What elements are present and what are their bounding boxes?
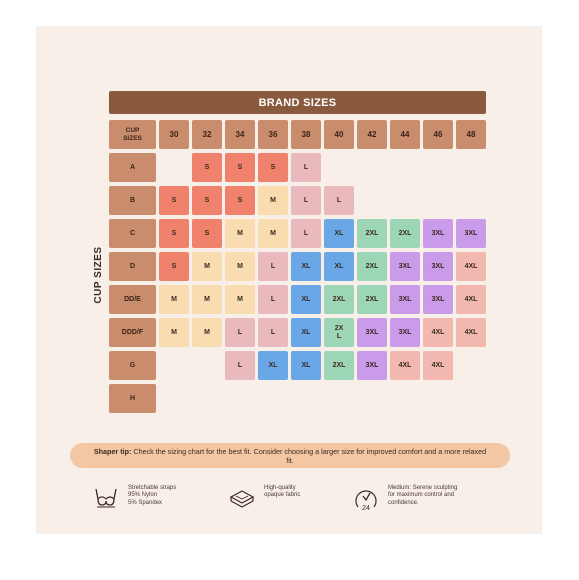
size-cell: 4XL [456,318,486,347]
column-header-38: 38 [291,120,321,149]
size-cell: S [159,252,189,281]
brand-sizes-header: BRAND SIZES [109,91,486,114]
tip-label: Shaper tip: [93,446,132,456]
size-cell: S [159,219,189,248]
size-cell: S [225,186,255,215]
size-cell: L [291,186,321,215]
row-header-d: D [109,252,156,281]
size-cell: L [225,351,255,380]
size-cell: M [192,252,222,281]
size-cell: L [291,219,321,248]
size-cell: M [192,285,222,314]
size-cell: S [225,153,255,182]
size-cell: 4XL [423,318,453,347]
column-header-40: 40 [324,120,354,149]
column-header-34: 34 [225,120,255,149]
feature-3-line-1: Medium: Serene sculpting [388,485,458,491]
size-cell: XL [324,252,354,281]
feature-3-line-3: confidence. [388,499,419,506]
size-cell: 3XL [423,219,453,248]
column-header-36: 36 [258,120,288,149]
size-cell: 3XL [390,318,420,347]
table-corner-label: CUP SIZES [109,120,156,149]
size-cell: 3XL [423,252,453,281]
size-cell: 2XL [324,351,354,380]
row-header-a: A [109,153,156,182]
column-header-42: 42 [357,120,387,149]
size-cell: M [225,252,255,281]
size-cell: L [258,318,288,347]
size-cell: L [225,318,255,347]
size-cell: XL [291,351,321,380]
row-header-dd-e: DD/E [109,285,156,314]
size-cell: M [225,285,255,314]
size-cell: M [159,285,189,314]
row-header-ddd-f: DDD/F [109,318,156,347]
size-cell: 3XL [357,351,387,380]
size-cell: XL [291,318,321,347]
shaper-tip-banner: Shaper tip: Check the sizing chart for t… [70,443,510,468]
svg-text:24: 24 [362,505,370,512]
size-cell: 2XL [324,285,354,314]
size-cell: S [192,186,222,215]
size-cell: M [225,219,255,248]
size-cell: XL [258,351,288,380]
tip-text: Check the sizing chart for the best fit.… [131,446,487,465]
feature-fabric: High-quality opaque fabric [228,485,300,513]
sculpt-level-icon: 24 [355,490,377,512]
row-header-g: G [109,351,156,380]
column-header-30: 30 [159,120,189,149]
feature-straps: Stretchable straps 95% Nylon 5% Spandex [92,485,176,513]
size-cell: XL [291,252,321,281]
feature-1-line-2: 95% Nylon [128,492,158,499]
size-cell: 3XL [390,285,420,314]
fabric-layers-icon [229,490,255,508]
row-header-b: B [109,186,156,215]
feature-sculpting: 24 Medium: Serene sculpting for maximum … [352,485,457,513]
size-cell: L [258,285,288,314]
column-header-44: 44 [390,120,420,149]
column-header-32: 32 [192,120,222,149]
size-cell: L [258,252,288,281]
bra-icon [95,488,117,508]
size-cell: XL [324,219,354,248]
size-cell: 4XL [423,351,453,380]
feature-2-line-2: opaque fabric [264,492,301,499]
feature-1-line-1: Stretchable straps [128,485,177,491]
feature-1-line-3: 5% Spandex [128,499,163,506]
size-cell: 2XL [357,219,387,248]
row-header-h: H [109,384,156,413]
feature-2-line-1: High-quality [264,485,296,491]
size-cell: 3XL [357,318,387,347]
size-cell: 4XL [456,252,486,281]
size-cell: M [159,318,189,347]
size-cell: S [192,219,222,248]
size-cell: L [324,186,354,215]
size-cell: S [192,153,222,182]
brand-sizes-title: BRAND SIZES [258,96,337,109]
size-cell: 3XL [456,219,486,248]
size-cell: M [258,219,288,248]
size-cell: L [291,153,321,182]
size-cell: XL [291,285,321,314]
size-cell: S [258,153,288,182]
size-cell: S [159,186,189,215]
size-cell: M [258,186,288,215]
size-cell: 4XL [456,285,486,314]
row-header-c: C [109,219,156,248]
column-header-48: 48 [456,120,486,149]
feature-3-line-2: for maximum control and [388,492,455,499]
size-cell: 4XL [390,351,420,380]
column-header-46: 46 [423,120,453,149]
size-cell: 2XL [357,285,387,314]
size-cell: 2XL [390,219,420,248]
size-cell: 3XL [423,285,453,314]
size-cell: M [192,318,222,347]
size-cell: 2XL [357,252,387,281]
size-cell: 3XL [390,252,420,281]
